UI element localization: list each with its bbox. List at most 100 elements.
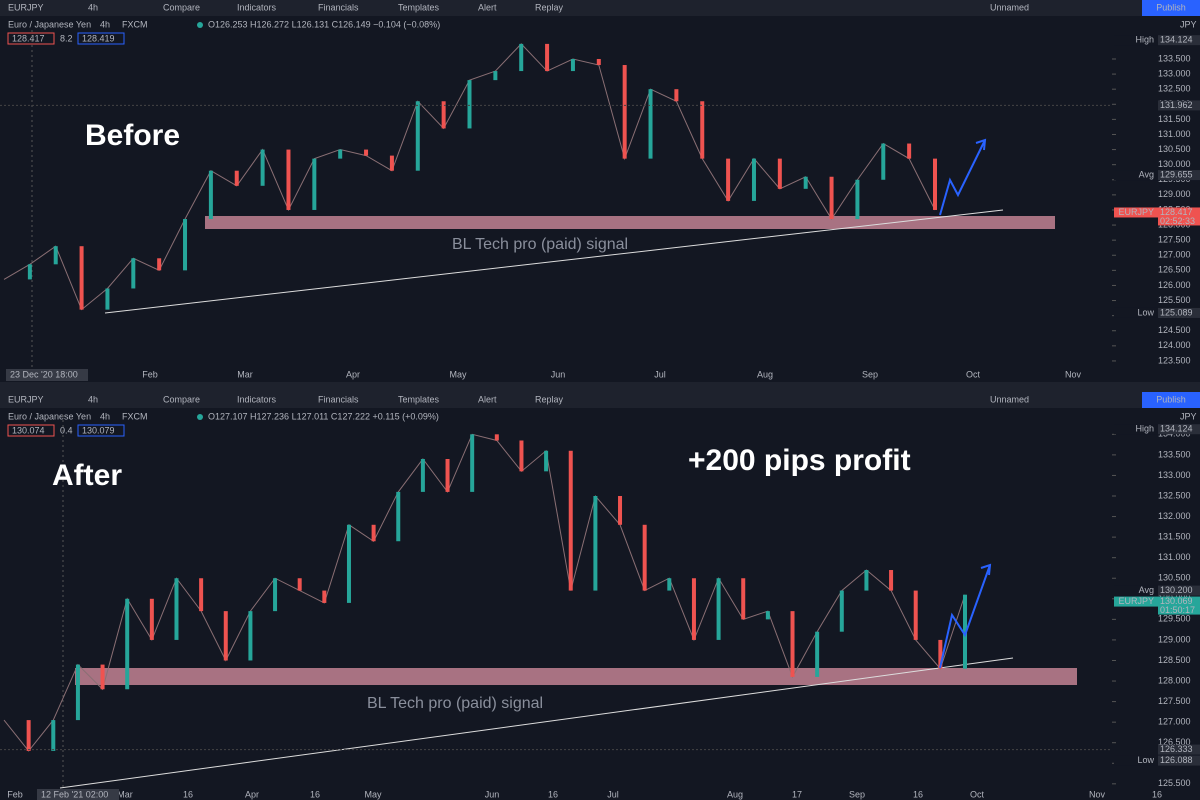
symbol[interactable]: EURJPY (8, 394, 44, 404)
candle (593, 496, 598, 591)
price-line (3, 433, 966, 752)
candle (223, 611, 228, 661)
badge-box (1158, 35, 1200, 46)
candle (716, 578, 721, 640)
y-tick-label: 132.500 (1158, 490, 1191, 500)
candle (346, 524, 351, 603)
y-tick-label: 127.000 (1158, 250, 1191, 260)
candle (790, 611, 795, 677)
y-tick-label: 129.000 (1158, 634, 1191, 644)
annotation: +200 pips profit (688, 444, 911, 477)
y-tick-label: 133.000 (1158, 68, 1191, 78)
trendline (104, 209, 1004, 314)
publish-label[interactable]: Publish (1156, 394, 1186, 404)
y-tick-label: 124.000 (1158, 340, 1191, 350)
badge-name: High (1135, 424, 1154, 434)
candle (131, 258, 136, 289)
candle (726, 158, 731, 201)
candle (420, 458, 425, 492)
badge-price: 125.089 (1160, 307, 1193, 317)
badge-box (1158, 585, 1200, 596)
x-tick-label: Oct (970, 789, 985, 799)
y-tick-label: 126.000 (1158, 280, 1191, 290)
toolbar-button[interactable]: Compare (163, 394, 200, 404)
candle (815, 631, 820, 677)
badge-countdown: 01:50:17 (1160, 605, 1195, 615)
x-tick-label: Jun (485, 789, 500, 799)
bid: 130.074 (12, 425, 45, 435)
badge-price: 131.962 (1160, 100, 1193, 110)
x-tick-label: Apr (346, 369, 360, 379)
candle (79, 246, 84, 310)
candle (674, 89, 679, 102)
layout-name[interactable]: Unnamed (990, 2, 1029, 12)
bid-box (7, 32, 55, 45)
toolbar-button[interactable]: Replay (535, 2, 564, 12)
market-dot (197, 22, 203, 28)
x-tick-label: 16 (1152, 789, 1162, 799)
y-tick-label: 124.500 (1158, 325, 1191, 335)
candle (493, 71, 498, 81)
toolbar-button[interactable]: Templates (398, 2, 440, 12)
candle (741, 578, 746, 620)
badge-price: 134.124 (1160, 35, 1193, 45)
badge-box (1158, 100, 1200, 111)
candle (855, 179, 860, 220)
candle (470, 434, 475, 492)
candle (667, 578, 672, 591)
bid-box (7, 424, 55, 437)
toolbar-button[interactable]: Indicators (237, 394, 277, 404)
legend-exchange: FXCM (122, 19, 148, 29)
candle (467, 80, 472, 129)
candle (829, 176, 834, 220)
y-tick-label: 127.500 (1158, 235, 1191, 245)
candle (622, 65, 627, 159)
badge-price: 130.200 (1160, 585, 1193, 595)
interval[interactable]: 4h (88, 394, 98, 404)
y-tick-label: 131.500 (1158, 114, 1191, 124)
candle (364, 149, 369, 156)
candle (174, 578, 179, 640)
publish-button[interactable] (1142, 0, 1200, 16)
toolbar-button[interactable]: Compare (163, 2, 200, 12)
candle (199, 578, 204, 612)
y-tick-label: 125.500 (1158, 295, 1191, 305)
bid: 128.417 (12, 33, 45, 43)
candle (322, 590, 327, 603)
currency: JPY (1180, 411, 1197, 421)
support-zone (205, 216, 1055, 229)
x-tick-label: 16 (913, 789, 923, 799)
interval[interactable]: 4h (88, 2, 98, 12)
candle (570, 58, 575, 72)
candle (125, 598, 130, 690)
badge-name: EURJPY (1118, 596, 1154, 606)
legend-interval: 4h (100, 19, 110, 29)
arrow-head (975, 138, 987, 151)
x-tick-label: Mar (117, 789, 133, 799)
toolbar-button[interactable]: Alert (478, 394, 497, 404)
y-tick-label: 123.500 (1158, 355, 1191, 365)
candle (777, 158, 782, 189)
candle (864, 570, 869, 591)
y-tick-label: 131.000 (1158, 129, 1191, 139)
badge-name-box (1114, 585, 1158, 596)
toolbar-button[interactable]: Alert (478, 2, 497, 12)
x-tick-label: Aug (757, 369, 773, 379)
candle (445, 458, 450, 492)
legend-ohlc: O126.253 H126.272 L126.131 C126.149 −0.1… (208, 19, 440, 29)
toolbar-button[interactable]: Indicators (237, 2, 277, 12)
layout-name[interactable]: Unnamed (990, 394, 1029, 404)
toolbar-button[interactable]: Financials (318, 394, 359, 404)
symbol[interactable]: EURJPY (8, 2, 44, 12)
y-tick-label: 130.000 (1158, 159, 1191, 169)
candle (27, 264, 32, 280)
candle (881, 143, 886, 180)
ask-box (77, 424, 125, 437)
y-tick-label: 128.500 (1158, 655, 1191, 665)
toolbar-button[interactable]: Templates (398, 394, 440, 404)
publish-button[interactable] (1142, 392, 1200, 408)
toolbar-button[interactable]: Financials (318, 2, 359, 12)
candle (312, 158, 317, 210)
publish-label[interactable]: Publish (1156, 2, 1186, 12)
toolbar-button[interactable]: Replay (535, 394, 564, 404)
